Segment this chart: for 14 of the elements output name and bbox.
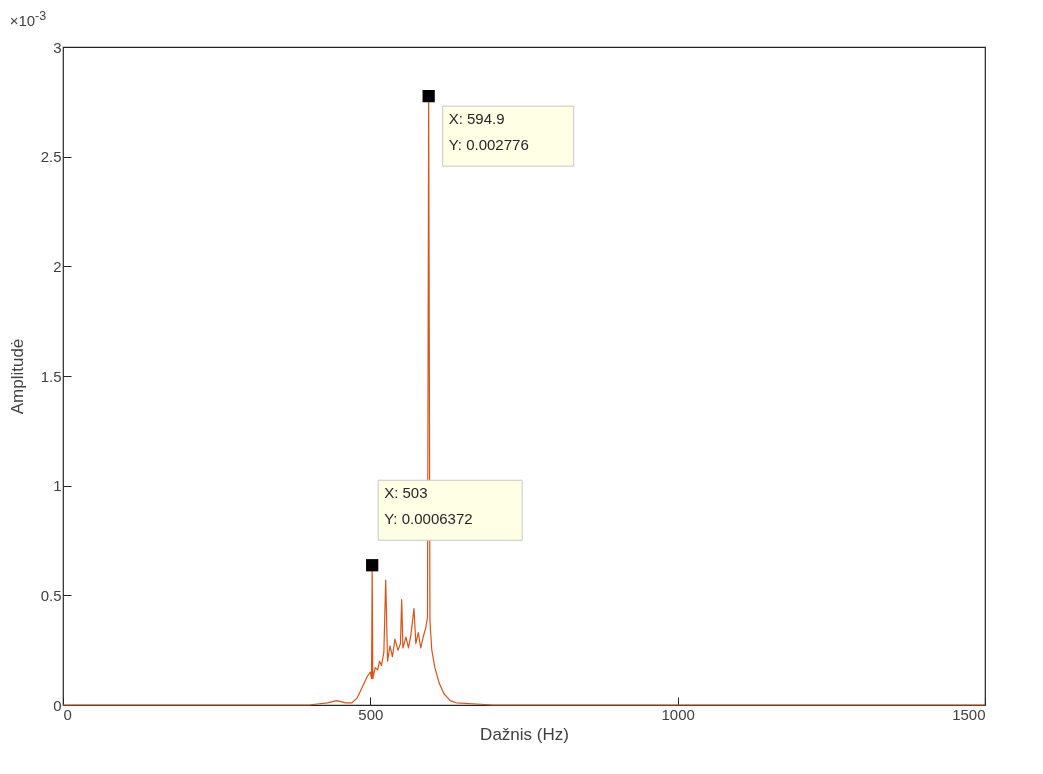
x-axis-title: Dažnis (Hz) [480,724,569,744]
text: ×10$^{-3}$ [9,8,47,29]
x-tick-label: 1000 [661,705,695,723]
x-tick-label: 500 [358,705,384,723]
x-tick-label: 1500 [952,705,986,723]
y-tick-label: 3 [53,38,62,56]
y-tick-label: 2 [53,257,62,275]
y-tick-label: 0.5 [40,586,62,604]
y-tick-label: 2.5 [40,148,62,166]
y-tick-label: 1 [53,477,62,495]
y-axis-title: Amplitudė [7,338,27,415]
annotation: X: 594.9 Y: 0.002776 [448,110,529,154]
y-tick-label: 1.5 [40,367,62,385]
annotation: X: 503 Y: 0.0006372 [384,484,473,528]
